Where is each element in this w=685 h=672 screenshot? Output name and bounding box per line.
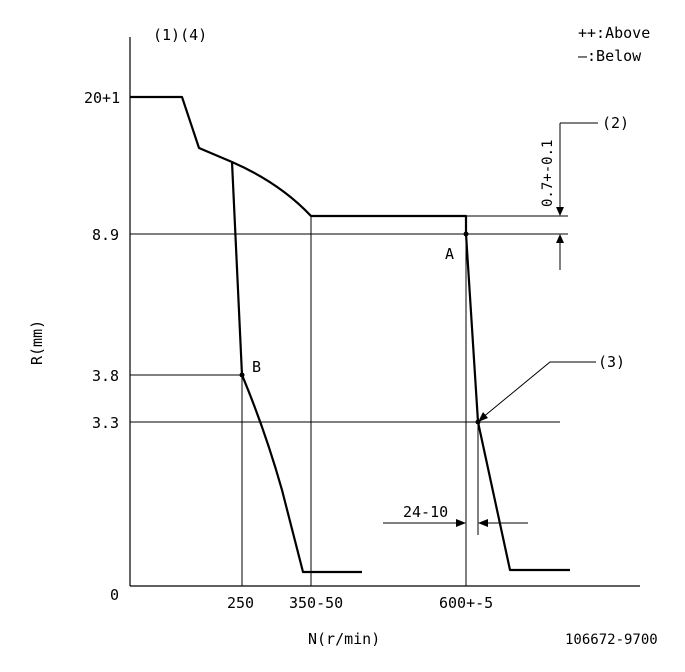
y-tick-0: 0: [110, 586, 119, 604]
x-tick-250: 250: [227, 594, 254, 612]
callout-3-lines: [481, 361, 596, 419]
callout-2-label: (2): [602, 114, 629, 132]
y-axis-title: R(mm): [28, 320, 46, 365]
point-a: [463, 231, 469, 237]
dimension-24-label: 24-10: [403, 503, 448, 521]
tolerance-07-label: 0.7+-0.1: [540, 140, 556, 207]
x-tick-350: 350-50: [289, 594, 343, 612]
upper-curve: [130, 95, 468, 234]
characteristic-curves: [130, 95, 570, 574]
legend-above: ++:Above: [578, 24, 650, 42]
arrow-down-icon: [556, 207, 564, 216]
arrow-left-icon: [478, 519, 488, 527]
header-label: (1)(4): [153, 26, 207, 44]
y-tick-3-8: 3.8: [92, 367, 119, 385]
y-tick-3-3: 3.3: [92, 414, 119, 432]
drawing-number: 106672-9700: [565, 632, 658, 648]
y-tick-8-9: 8.9: [92, 226, 119, 244]
reference-lines: [130, 215, 568, 586]
point-b-label: B: [252, 358, 261, 376]
legend-below: —:Below: [578, 47, 642, 65]
x-tick-600: 600+-5: [439, 594, 493, 612]
y-tick-20: 20+1: [84, 89, 120, 107]
arrow-up-icon: [556, 234, 564, 243]
arrow-leader-icon: [478, 412, 488, 422]
point-a-label: A: [445, 245, 454, 263]
callout-3-label: (3): [598, 353, 625, 371]
callout-2-lines: [559, 122, 598, 270]
arrow-right-icon: [456, 519, 466, 527]
point-b: [239, 372, 245, 378]
curve-b: [230, 161, 362, 574]
x-axis-title: N(r/min): [308, 630, 380, 648]
curve-a: [464, 233, 570, 572]
